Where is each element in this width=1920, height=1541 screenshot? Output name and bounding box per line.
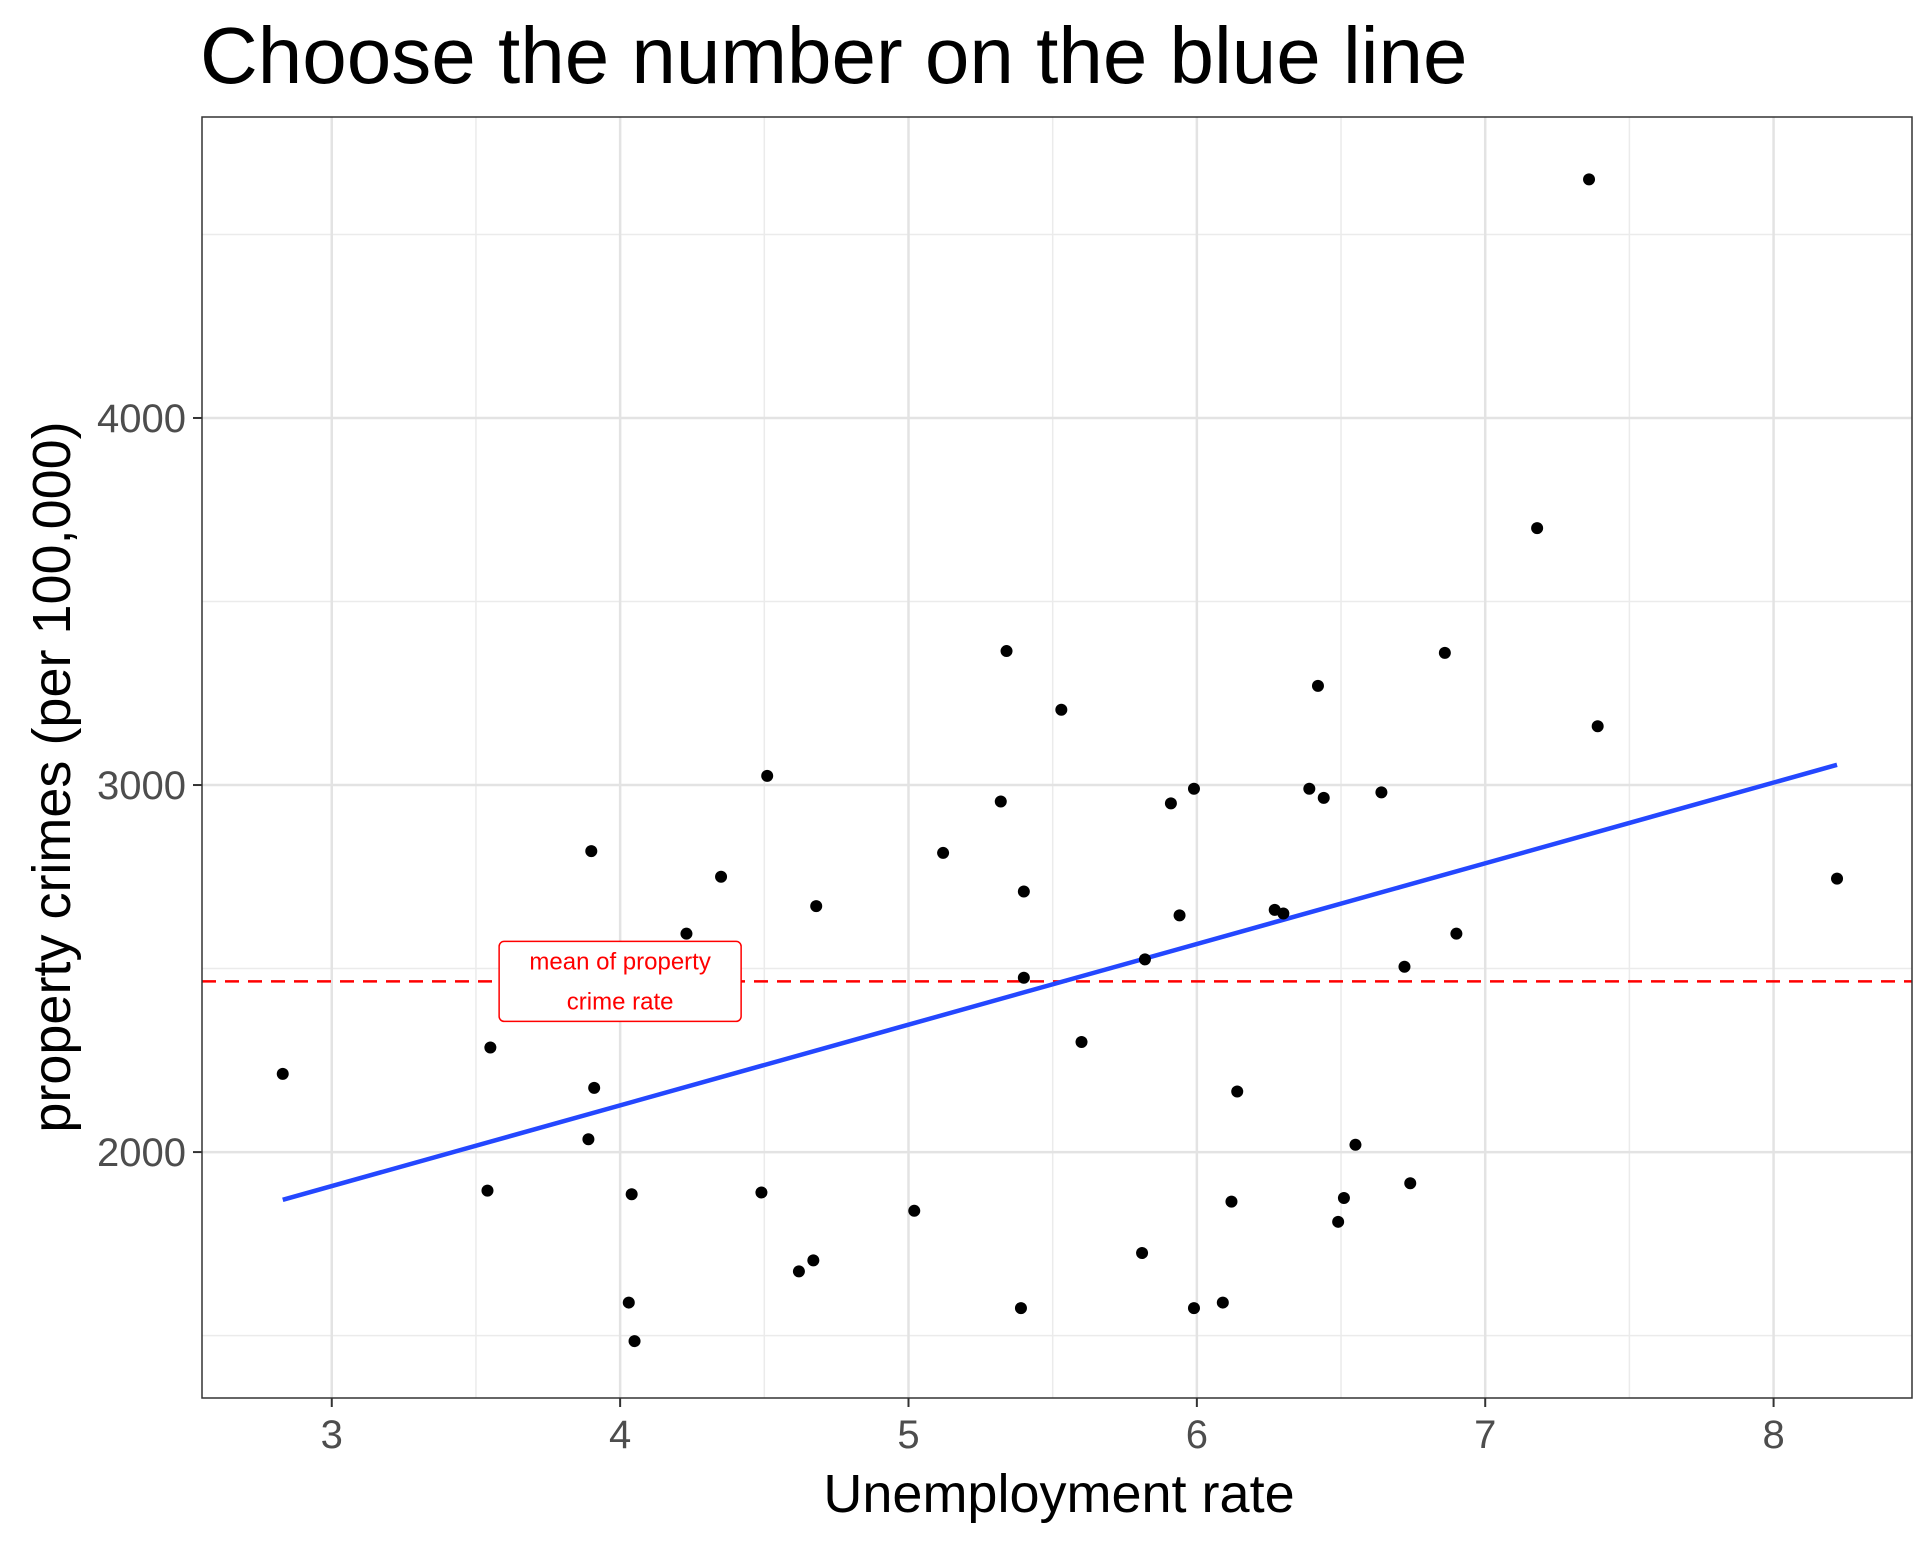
data-point — [1831, 872, 1844, 885]
data-point — [1075, 1035, 1088, 1048]
y-tick-label: 4000 — [97, 397, 186, 441]
data-point — [1187, 782, 1200, 795]
x-axis-title: Unemployment rate — [823, 1464, 1294, 1524]
data-point — [1398, 960, 1411, 973]
data-point — [908, 1204, 921, 1217]
data-point — [1531, 522, 1544, 535]
data-point — [1136, 1247, 1149, 1260]
data-point — [1317, 791, 1330, 804]
data-point — [1187, 1302, 1200, 1315]
data-point — [1014, 1302, 1027, 1315]
y-tick-label: 2000 — [97, 1131, 186, 1175]
data-point — [622, 1296, 635, 1309]
data-point — [1337, 1191, 1350, 1204]
data-point — [628, 1335, 641, 1348]
x-tick-label: 8 — [1762, 1413, 1784, 1457]
data-point — [1375, 786, 1388, 799]
x-tick-label: 4 — [609, 1413, 631, 1457]
data-point — [994, 795, 1007, 808]
data-point — [1164, 797, 1177, 810]
y-axis-title: property crimes (per 100,000) — [22, 421, 82, 1132]
data-point — [1450, 927, 1463, 940]
x-tick-label: 5 — [897, 1413, 919, 1457]
data-point — [792, 1265, 805, 1278]
data-point — [276, 1067, 289, 1080]
data-point — [1277, 907, 1290, 920]
data-point — [810, 900, 823, 913]
data-point — [755, 1186, 768, 1199]
data-point — [1017, 885, 1030, 898]
data-point — [1349, 1138, 1362, 1151]
plot-panel — [202, 117, 1912, 1398]
data-point — [937, 846, 950, 859]
data-point — [1438, 646, 1451, 659]
annotation-box — [498, 940, 742, 1023]
data-point — [1583, 173, 1596, 186]
annotation-text: crime rate — [567, 988, 674, 1015]
data-point — [807, 1254, 820, 1267]
x-tick-label: 6 — [1186, 1413, 1208, 1457]
data-point — [625, 1188, 638, 1201]
chart-title: Choose the number on the blue line — [200, 11, 1468, 100]
data-point — [715, 870, 728, 883]
data-point — [1591, 720, 1604, 733]
data-point — [588, 1081, 601, 1094]
data-point — [761, 769, 774, 782]
data-point — [481, 1184, 494, 1197]
data-point — [1000, 645, 1013, 658]
data-point — [484, 1041, 497, 1054]
data-point — [1225, 1195, 1238, 1208]
data-point — [1332, 1215, 1345, 1228]
regression-line — [282, 762, 1838, 1202]
plot-border — [201, 116, 1913, 1399]
data-point — [1231, 1085, 1244, 1098]
x-tick-label: 3 — [321, 1413, 343, 1457]
data-point — [585, 845, 598, 858]
data-point — [1055, 703, 1068, 716]
data-point — [1311, 679, 1324, 692]
data-point — [1216, 1296, 1229, 1309]
annotation-text: mean of property — [529, 948, 710, 975]
data-point — [1138, 953, 1151, 966]
x-tick-label: 7 — [1474, 1413, 1496, 1457]
data-point — [1303, 782, 1316, 795]
data-point — [1404, 1177, 1417, 1190]
data-point — [1017, 971, 1030, 984]
data-point — [680, 927, 693, 940]
data-point — [1173, 909, 1186, 922]
data-point — [582, 1133, 595, 1146]
y-tick-label: 3000 — [97, 764, 186, 808]
